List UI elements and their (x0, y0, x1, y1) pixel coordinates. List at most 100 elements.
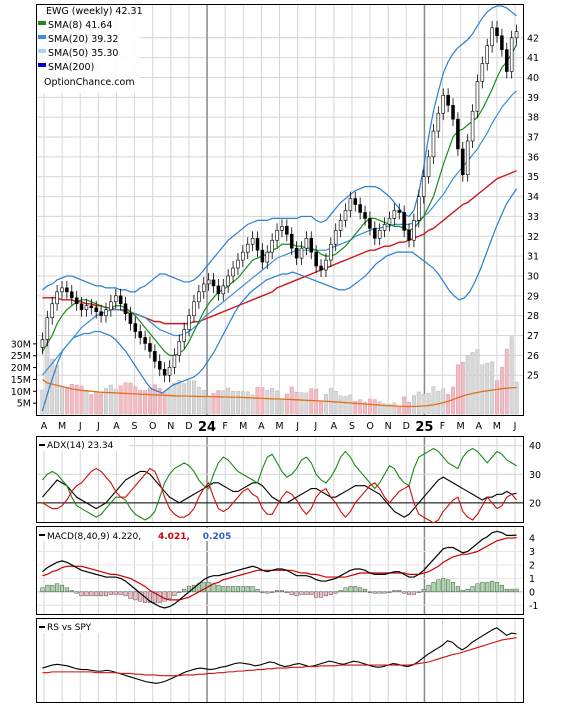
macd-histogram-bar (79, 591, 84, 597)
x-tick-label: N (385, 421, 392, 432)
volume-bar (377, 401, 382, 415)
rs-line (42, 627, 517, 684)
macd-histogram-bar (387, 591, 392, 593)
volume-bar (182, 383, 187, 415)
candle-body (74, 297, 79, 305)
candle-body (250, 237, 255, 245)
x-tick-label: A (258, 421, 265, 432)
price-tick-label: 38 (527, 113, 539, 124)
macd-histogram-bar (128, 591, 133, 599)
price-tick-label: 37 (527, 133, 539, 144)
candle-body (465, 140, 470, 176)
volume-bar (201, 389, 206, 415)
volume-bar (128, 382, 133, 415)
candle-body (255, 237, 260, 251)
candle-body (299, 247, 304, 259)
macd-signal-value: 4.021, (158, 532, 190, 542)
macd-tick-label: 4 (529, 534, 535, 545)
macd-histogram-bar (182, 588, 187, 593)
volume-tick-label: 15M (11, 375, 31, 386)
macd-histogram-bar (147, 591, 153, 603)
macd-tick-label: 2 (529, 560, 535, 571)
price-tick-label: 27 (527, 331, 539, 342)
volume-bar (436, 390, 441, 415)
volume-bar (431, 386, 436, 415)
rs-label: RS vs SPY (47, 623, 92, 633)
macd-histogram-bar (402, 591, 407, 594)
volume-bar (475, 349, 480, 415)
macd-histogram-bar (240, 586, 245, 593)
candle-body (177, 341, 182, 356)
x-tick-label: F (222, 421, 227, 432)
candle-body (182, 329, 186, 342)
macd-histogram-bar (152, 591, 157, 603)
macd-histogram-bar (138, 591, 143, 602)
candle-body (104, 309, 108, 316)
x-tick-label: J (295, 421, 299, 432)
macd-histogram-bar (103, 591, 109, 597)
volume-bar (260, 387, 265, 415)
volume-bar (172, 382, 177, 415)
volume-bar (64, 386, 69, 415)
candle-body (211, 279, 216, 287)
candle-body (509, 37, 514, 72)
macd-histogram-bar (397, 590, 402, 593)
macd-histogram-bar (421, 588, 426, 593)
volume-bar (192, 380, 196, 415)
volume-bar (299, 392, 304, 415)
sma20-line (41, 90, 517, 376)
adx-label: ADX(14) 23.34 (47, 441, 114, 451)
volume-bar (426, 392, 431, 415)
candle-body (285, 226, 289, 235)
volume-bar (40, 389, 45, 415)
volume-bar (245, 391, 250, 415)
candle-body (128, 313, 133, 324)
macd-histogram-bar (392, 590, 397, 593)
candle-body (451, 104, 455, 120)
macd-histogram-bar (426, 584, 431, 593)
macd-histogram-bar (450, 582, 456, 593)
macd-histogram-bar (123, 591, 128, 597)
candle-body (431, 130, 436, 158)
volume-bar (480, 364, 485, 415)
macd-histogram-bar (55, 583, 60, 593)
macd-histogram-bar (265, 591, 270, 594)
macd-histogram-bar (382, 591, 387, 594)
macd-histogram-bar (436, 579, 441, 593)
candle-body (172, 355, 177, 368)
volume-bar (187, 380, 192, 415)
volume-bar (265, 390, 270, 415)
macd-histogram-bar (470, 586, 475, 593)
macd-histogram-bar (416, 591, 421, 593)
x-tick-label: S (349, 421, 355, 432)
volume-bar (50, 358, 55, 415)
candle-body (495, 27, 499, 37)
volume-bar (177, 380, 182, 415)
volume-bar (211, 393, 216, 415)
macd-histogram-bar (363, 588, 368, 593)
volume-tick-label: 30M (11, 339, 31, 350)
volume-bar (226, 387, 231, 415)
legend-sma8: SMA(8) 41.64 (48, 20, 112, 31)
macd-histogram-bar (343, 587, 348, 593)
volume-average-line (42, 378, 517, 408)
macd-histogram-bar (358, 587, 363, 593)
volume-bar (319, 400, 324, 415)
candle-body (99, 311, 103, 316)
volume-bar (275, 390, 280, 415)
candle-body (275, 230, 279, 241)
volume-bar (157, 388, 162, 415)
macd-histogram-bar (494, 582, 500, 593)
volume-bar (231, 390, 236, 415)
candle-body (123, 303, 128, 314)
volume-bar (279, 398, 284, 415)
candle-body (470, 110, 475, 142)
macd-histogram-bar (294, 591, 299, 597)
candle-body (505, 49, 509, 72)
macd-histogram-bar (255, 588, 260, 593)
candle-body (40, 339, 45, 348)
volume-bar (499, 366, 504, 415)
candle-body (392, 210, 397, 219)
volume-bar (411, 395, 416, 415)
